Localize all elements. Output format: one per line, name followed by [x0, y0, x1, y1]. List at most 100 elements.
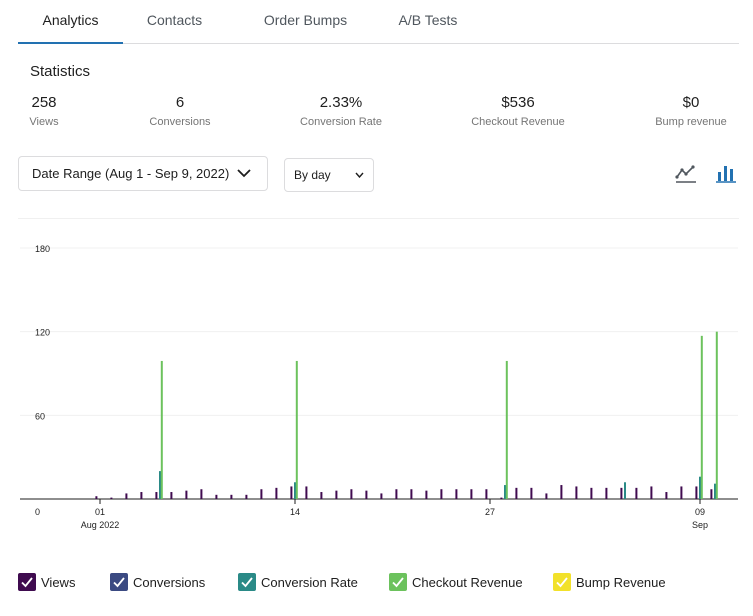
y-tick-label: 120: [35, 328, 50, 338]
chevron-down-icon: [355, 172, 364, 178]
legend-label: Checkout Revenue: [412, 575, 523, 590]
bar-views: [455, 489, 458, 499]
legend-bump-revenue[interactable]: Bump Revenue: [553, 570, 673, 596]
bar-views: [125, 493, 128, 499]
stat-checkout-revenue: $536 Checkout Revenue: [463, 94, 573, 130]
bar-views: [350, 489, 353, 499]
bar-views: [680, 486, 683, 499]
bar-views: [665, 492, 668, 499]
legend-label: Conversions: [133, 575, 206, 590]
tab-bar: Analytics Contacts Order Bumps A/B Tests: [18, 0, 739, 44]
bar-views: [305, 486, 308, 499]
stat-label: Checkout Revenue: [471, 116, 565, 128]
bar-views: [170, 492, 173, 499]
legend-conversions[interactable]: Conversions: [110, 570, 210, 596]
bar-views: [650, 486, 653, 499]
bar-views: [695, 486, 698, 499]
bar-views: [365, 490, 368, 499]
bar-checkout-revenue: [295, 360, 298, 499]
bar-views: [635, 487, 638, 499]
stat-label: Views: [29, 116, 59, 128]
x-tick-label: 27: [485, 507, 495, 517]
legend-checkbox-icon: [389, 573, 407, 591]
interval-label: By day: [294, 168, 331, 182]
stat-conversions: 6 Conversions: [140, 94, 220, 130]
bar-views: [710, 489, 713, 499]
bar-views: [95, 496, 98, 499]
bar-views: [185, 490, 188, 499]
bar-conversion-rate: [699, 476, 701, 499]
bar-views: [260, 489, 263, 499]
stat-value: 2.33%: [319, 94, 363, 111]
bar-views: [620, 487, 623, 499]
legend-label: Bump Revenue: [576, 575, 666, 590]
bar-views: [560, 485, 563, 499]
date-range-label: Date Range (Aug 1 - Sep 9, 2022): [32, 166, 230, 181]
bar-views: [275, 487, 278, 499]
bar-chart-icon[interactable]: [716, 163, 736, 183]
bar-views: [335, 490, 338, 499]
bar-chart: 180 120 60 0 01 Aug 2022 14 27 09 Sep: [20, 244, 738, 530]
stat-label: Conversion Rate: [300, 116, 382, 128]
bar-conversion-rate: [624, 482, 626, 499]
x-tick-sublabel: Aug 2022: [81, 520, 120, 530]
stat-views: 258 Views: [24, 94, 64, 130]
chevron-down-icon: [237, 169, 251, 178]
tab-order-bumps[interactable]: Order Bumps: [263, 12, 348, 28]
bar-views: [425, 490, 428, 499]
bar-views: [590, 487, 593, 499]
bar-views: [290, 486, 293, 499]
stat-value: 258: [31, 94, 57, 111]
bar-views: [440, 489, 443, 499]
statistics-title: Statistics: [30, 63, 91, 80]
bar-views: [395, 489, 398, 499]
bar-views: [215, 494, 218, 499]
bar-conversion-rate: [294, 482, 296, 499]
legend-checkbox-icon: [18, 573, 36, 591]
bar-views: [140, 492, 143, 499]
tab-contacts[interactable]: Contacts: [146, 12, 203, 28]
interval-select[interactable]: By day: [284, 158, 374, 192]
legend-views[interactable]: Views: [18, 570, 88, 596]
tab-analytics[interactable]: Analytics: [18, 0, 123, 44]
divider: [18, 218, 739, 219]
x-tick-label: 09: [695, 507, 705, 517]
bar-conversion-rate: [504, 485, 506, 499]
legend-checkout-revenue[interactable]: Checkout Revenue: [389, 570, 524, 596]
legend-checkbox-icon: [553, 573, 571, 591]
date-range-select[interactable]: Date Range (Aug 1 - Sep 9, 2022): [18, 156, 268, 191]
bar-views: [515, 487, 518, 499]
stat-bump-revenue: $0 Bump revenue: [651, 94, 731, 130]
legend-checkbox-icon: [110, 573, 128, 591]
bar-conversion-rate: [159, 471, 161, 499]
legend-label: Conversion Rate: [261, 575, 358, 590]
y-tick-label: 0: [35, 507, 40, 517]
bar-views: [410, 489, 413, 499]
x-tick-label: 14: [290, 507, 300, 517]
y-tick-label: 60: [35, 411, 45, 421]
bar-conversion-rate: [714, 483, 716, 499]
bar-views: [500, 497, 503, 499]
legend-conversion-rate[interactable]: Conversion Rate: [238, 570, 363, 596]
bar-views: [470, 489, 473, 499]
stat-label: Conversions: [149, 116, 211, 128]
tab-ab-tests[interactable]: A/B Tests: [398, 12, 458, 28]
x-tick-sublabel: Sep: [692, 520, 708, 530]
bar-checkout-revenue: [505, 360, 508, 499]
chart-legend: Views Conversions Conversion Rate Checko…: [0, 570, 753, 596]
bar-views: [545, 493, 548, 499]
bar-views: [485, 489, 488, 499]
stat-value: $536: [501, 94, 535, 111]
stat-conversion-rate: 2.33% Conversion Rate: [291, 94, 391, 130]
bar-views: [605, 487, 608, 499]
bar-views: [230, 494, 233, 499]
legend-label: Views: [41, 575, 76, 590]
bar-views: [110, 497, 113, 499]
bar-views: [575, 486, 578, 499]
stat-label: Bump revenue: [655, 116, 727, 128]
bar-checkout-revenue: [160, 360, 163, 499]
bar-checkout-revenue: [715, 331, 718, 499]
bar-views: [380, 493, 383, 499]
bar-views: [200, 489, 203, 499]
line-chart-icon[interactable]: [675, 164, 697, 184]
